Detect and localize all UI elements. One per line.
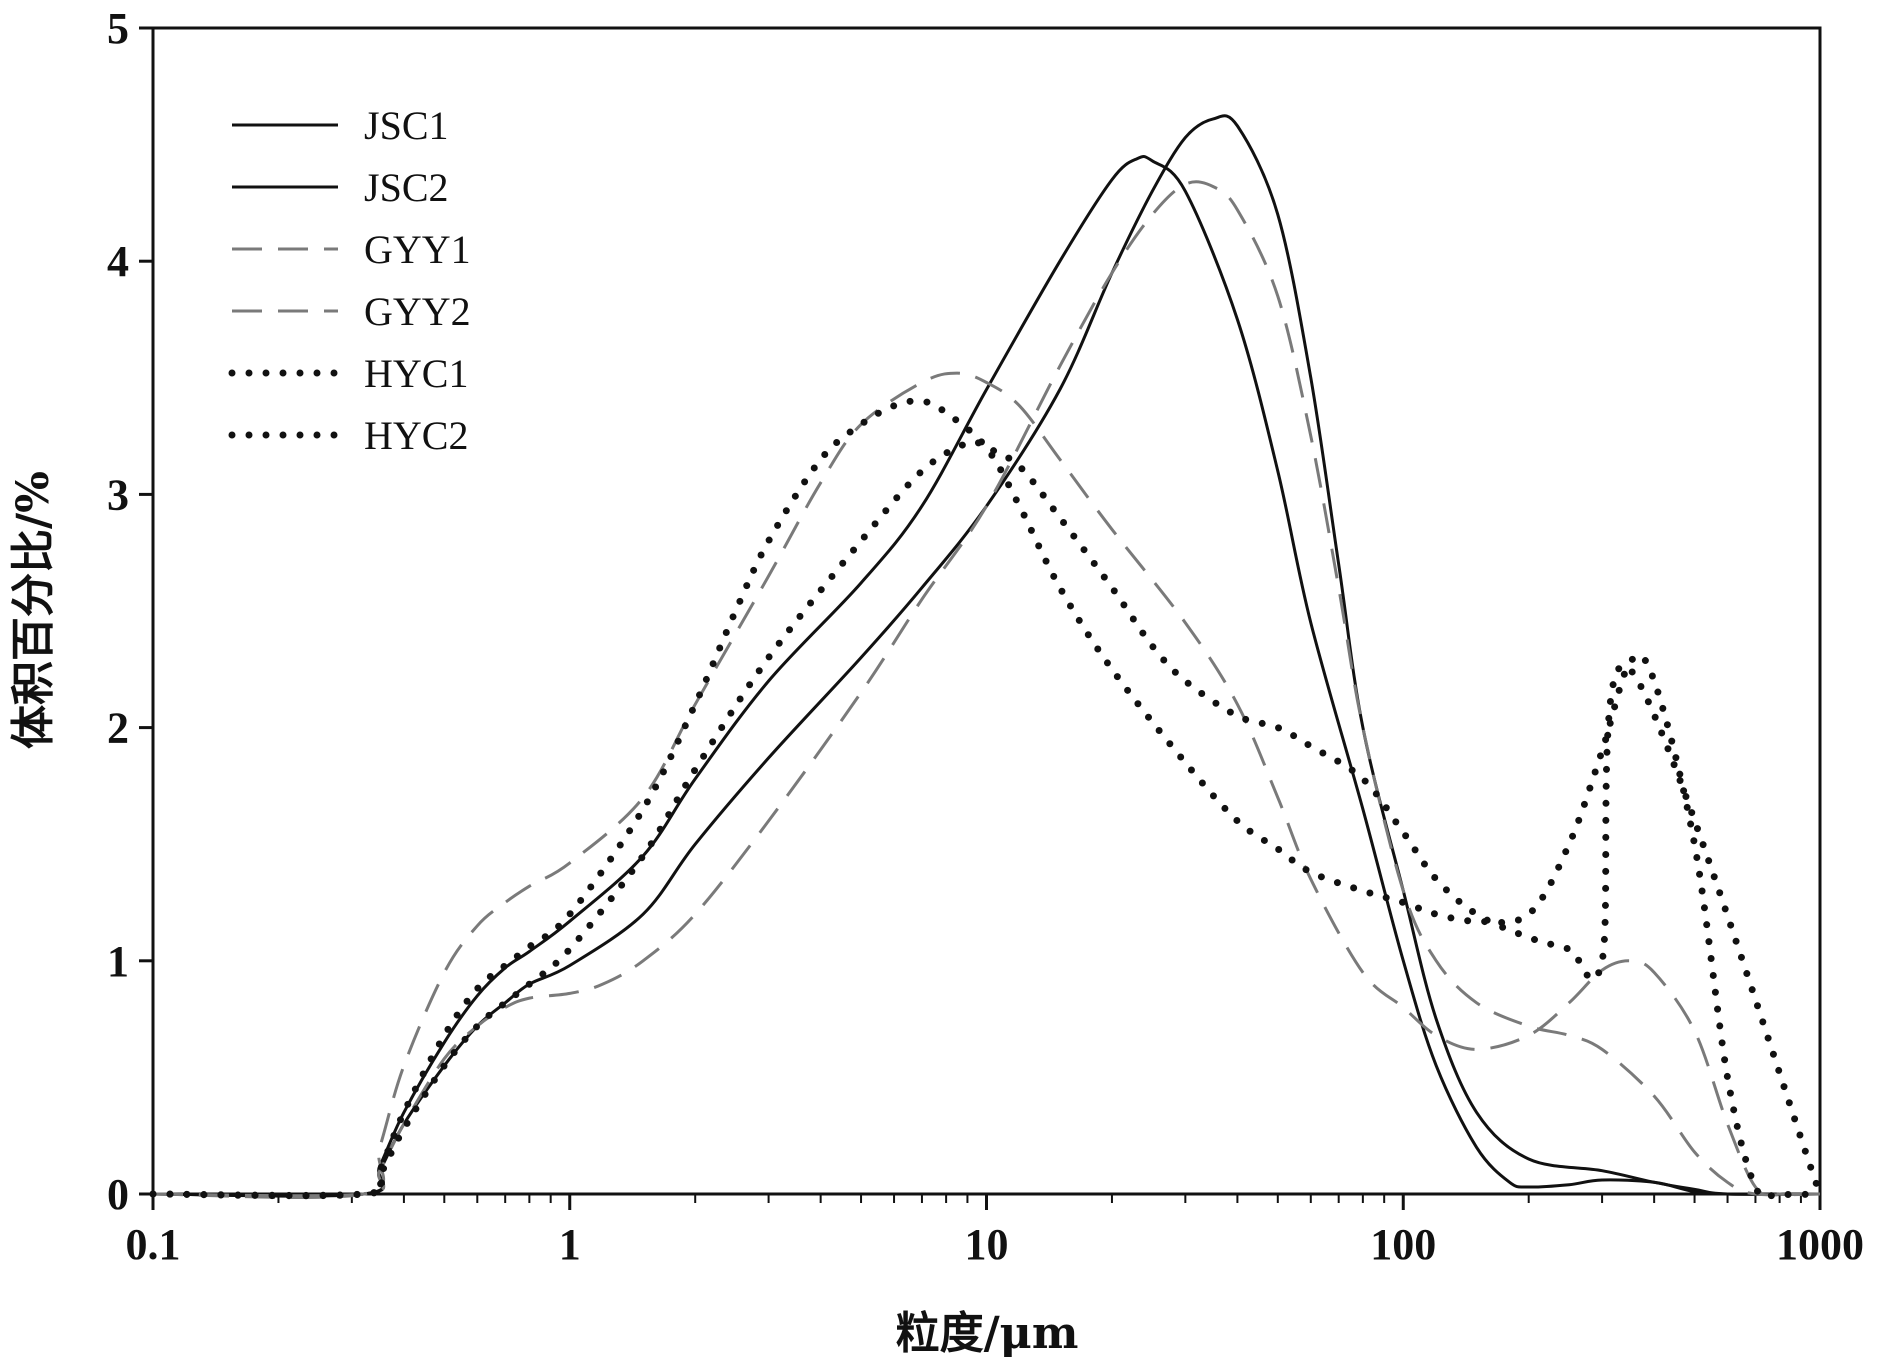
x-axis-title: 粒度/μm — [896, 1308, 1079, 1359]
legend-label: GYY1 — [364, 227, 471, 272]
y-tick-label: 4 — [107, 237, 129, 286]
x-tick-label: 0.1 — [126, 1220, 181, 1269]
x-axis-ticks: 0.1 1 10 100 1000 — [126, 1194, 1864, 1269]
y-axis-title: 体积百分比/% — [8, 471, 59, 749]
series-line-jsc1 — [152, 155, 1821, 1198]
y-axis-ticks: 0 1 2 3 4 5 — [107, 4, 153, 1219]
x-tick-label: 10 — [965, 1220, 1009, 1269]
x-tick-label: 100 — [1370, 1220, 1436, 1269]
legend-label: JSC1 — [364, 103, 449, 148]
y-tick-label: 2 — [107, 704, 129, 753]
x-tick-label: 1000 — [1776, 1220, 1864, 1269]
y-tick-label: 0 — [107, 1170, 129, 1219]
legend: JSC1 JSC2 GYY1 GYY2 HYC1 HYC2 — [228, 103, 471, 458]
x-tick-label: 1 — [559, 1220, 581, 1269]
series-line-jsc2 — [152, 114, 1821, 1198]
legend-label: HYC2 — [364, 413, 468, 458]
series-lines — [149, 114, 1824, 1201]
legend-label: JSC2 — [364, 165, 449, 210]
legend-label: HYC1 — [364, 351, 468, 396]
y-tick-label: 1 — [107, 937, 129, 986]
series-line-gyy2 — [152, 180, 1821, 1198]
series-line-hyc1 — [149, 397, 1824, 1201]
y-tick-label: 3 — [107, 470, 129, 519]
series-line-gyy1 — [152, 371, 1821, 1199]
y-tick-label: 5 — [107, 4, 129, 53]
series-line-hyc2 — [149, 438, 1824, 1199]
legend-label: GYY2 — [364, 289, 471, 334]
